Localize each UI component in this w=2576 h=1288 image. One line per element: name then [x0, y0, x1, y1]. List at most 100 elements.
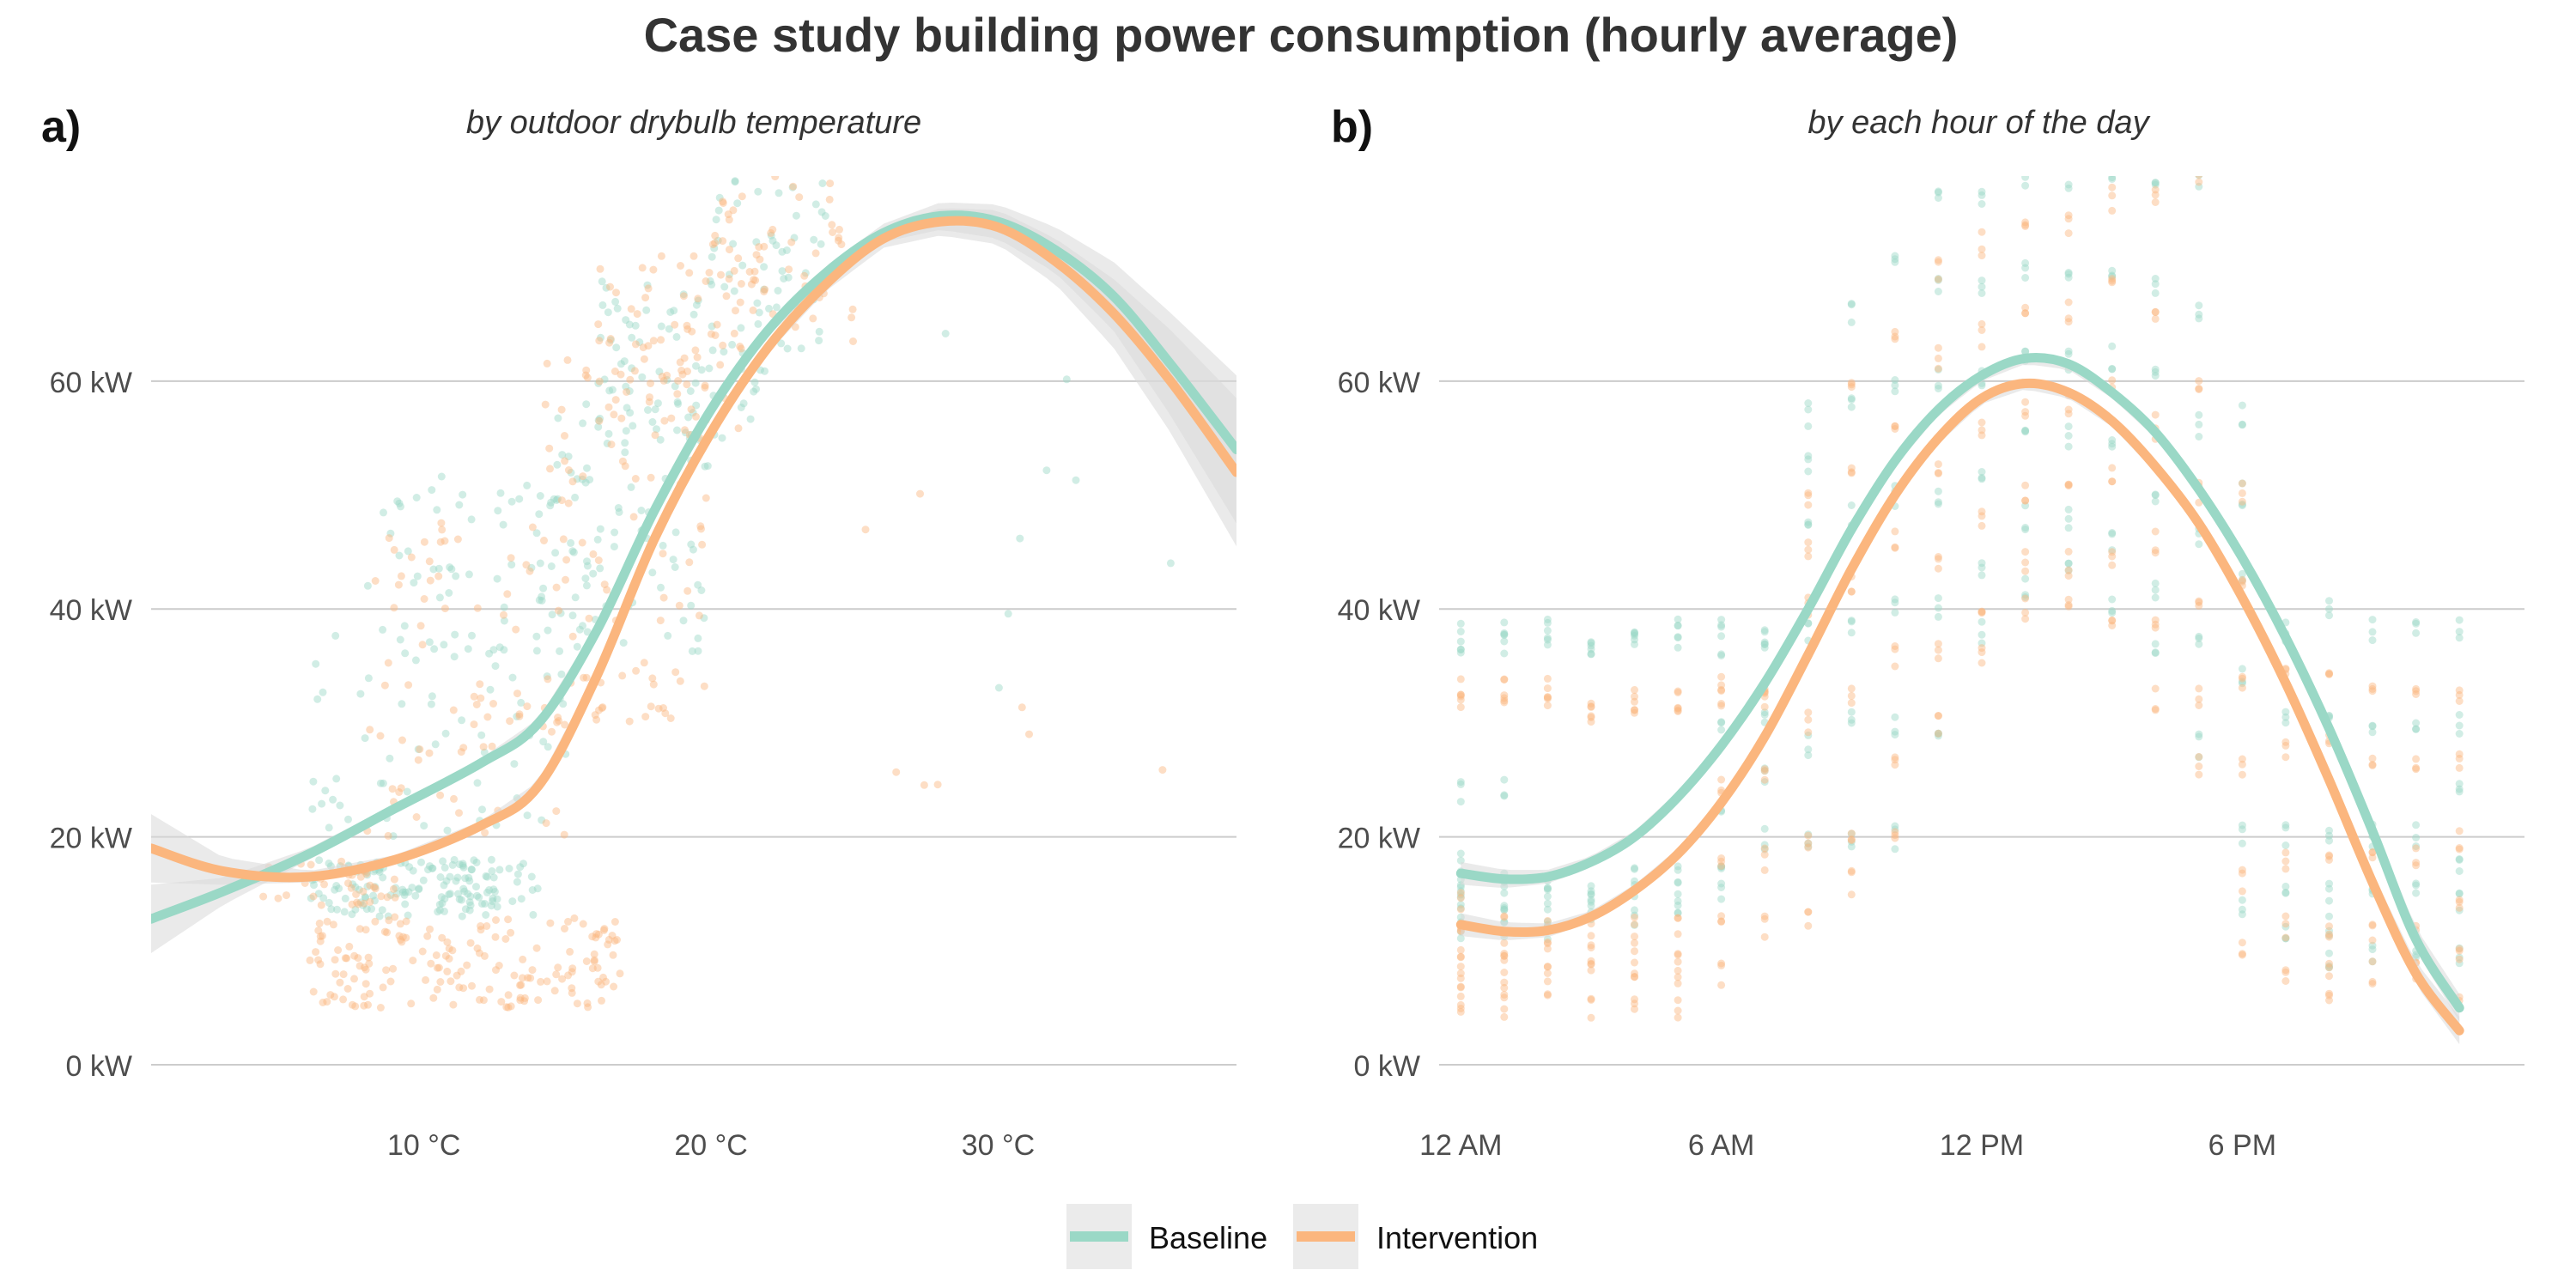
scatter-point [366, 881, 374, 890]
scatter-point [1717, 862, 1726, 871]
scatter-point [354, 954, 362, 963]
scatter-point [425, 749, 434, 757]
scatter-point [359, 901, 368, 909]
scatter-point [398, 736, 406, 744]
scatter-point [556, 609, 565, 617]
scatter-point [1456, 969, 1465, 978]
scatter-point [592, 933, 600, 942]
scatter-point [1847, 890, 1856, 899]
scatter-point [340, 908, 349, 916]
scatter-point [398, 938, 406, 946]
scatter-point [2151, 275, 2160, 283]
scatter-point [2021, 176, 2030, 181]
scatter-point [493, 895, 501, 903]
scatter-point [2412, 879, 2421, 888]
scatter-point [2455, 616, 2464, 624]
scatter-point [2455, 827, 2464, 835]
scatter-point [1934, 640, 1942, 648]
scatter-point [1587, 996, 1595, 1004]
scatter-point [2238, 421, 2246, 429]
scatter-point [1804, 501, 1813, 509]
scatter-point [2021, 526, 2030, 534]
scatter-point [1500, 889, 1509, 897]
scatter-point [552, 807, 561, 816]
scatter-point [2281, 888, 2290, 896]
scatter-point [680, 354, 689, 362]
scatter-point [635, 338, 644, 346]
scatter-point [588, 933, 597, 941]
scatter-point [568, 968, 576, 976]
scatter-point [656, 435, 665, 444]
scatter-point [2151, 527, 2160, 536]
scatter-point [2064, 347, 2073, 355]
scatter-point [2412, 844, 2421, 853]
scatter-point [2281, 741, 2290, 750]
scatter-point [480, 748, 489, 756]
scatter-point [1674, 914, 1682, 922]
scatter-point [473, 944, 482, 952]
scatter-point [583, 374, 592, 382]
scatter-point [1891, 756, 1899, 764]
scatter-point [2021, 309, 2030, 318]
scatter-point [1717, 687, 1726, 695]
scatter-point [558, 451, 567, 459]
scatter-point [1631, 629, 1638, 637]
scatter-point [1587, 645, 1595, 653]
scatter-point [483, 713, 492, 721]
scatter-point [1543, 899, 1552, 908]
scatter-point [422, 975, 430, 984]
scatter-point [2021, 218, 2030, 227]
scatter-point [2108, 622, 2117, 629]
scatter-point [425, 557, 434, 566]
scatter-point [440, 881, 448, 890]
scatter-point [837, 240, 846, 249]
scatter-point [600, 925, 609, 933]
scatter-point [588, 964, 597, 973]
scatter-point [2412, 859, 2421, 867]
scatter-point [2064, 505, 2073, 513]
scatter-point [2064, 481, 2073, 489]
scatter-point [683, 586, 692, 595]
scatter-point [436, 791, 445, 799]
scatter-point [417, 858, 425, 866]
scatter-point [780, 275, 788, 283]
scatter-point [1500, 904, 1509, 912]
scatter-point [557, 496, 566, 505]
scatter-point [478, 805, 486, 814]
y-tick-label: 0 kW [66, 1050, 132, 1083]
scatter-point [379, 983, 387, 992]
scatter-point [1500, 983, 1509, 992]
scatter-point [2195, 752, 2203, 761]
scatter-point [2281, 821, 2290, 829]
scatter-point [719, 341, 727, 349]
scatter-point [473, 604, 482, 612]
scatter-point [440, 605, 449, 613]
scatter-point [620, 357, 629, 366]
scatter-point [694, 647, 702, 655]
scatter-point [535, 596, 544, 605]
scatter-point [309, 777, 318, 786]
scatter-point [2021, 548, 2030, 556]
scatter-point [1717, 623, 1726, 631]
scatter-point [611, 368, 619, 375]
scatter-point [552, 970, 561, 979]
scatter-point [1804, 708, 1813, 717]
scatter-point [730, 287, 738, 295]
scatter-point [734, 424, 743, 433]
scatter-point [351, 883, 360, 891]
scatter-point [1978, 228, 1986, 236]
scatter-point [1674, 973, 1682, 981]
scatter-point [2195, 176, 2203, 179]
scatter-point [2151, 593, 2160, 602]
scatter-point [425, 638, 434, 647]
x-tick-label: 12 AM [1419, 1129, 1502, 1162]
scatter-point [557, 405, 566, 414]
scatter-point [1456, 619, 1465, 628]
scatter-point [460, 887, 469, 896]
scatter-point [332, 882, 341, 890]
scatter-point [450, 653, 459, 661]
scatter-point [1016, 534, 1024, 543]
scatter-point [591, 711, 599, 720]
scatter-point [651, 405, 659, 414]
scatter-point [2151, 280, 2160, 289]
